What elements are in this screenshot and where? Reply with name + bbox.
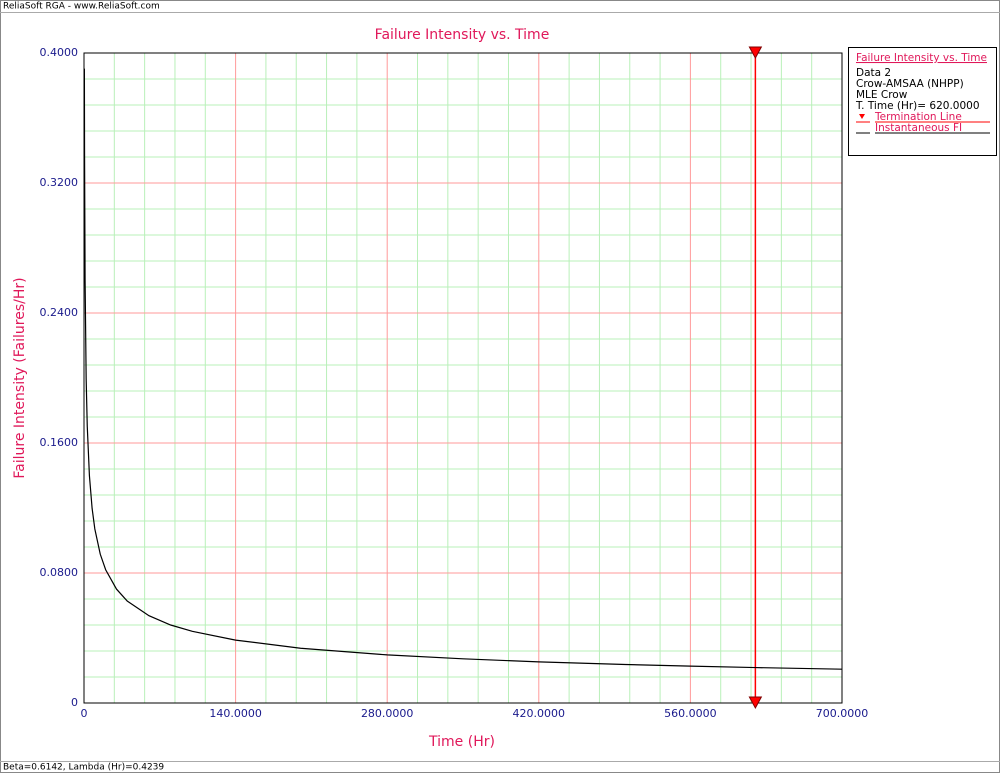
legend-note: MLE Crow [856,89,908,101]
series-line [83,68,843,670]
y-tick-label: 0.3200 [40,176,79,189]
y-axis-label: Failure Intensity (Failures/Hr) [12,277,28,478]
x-tick-label: 700.0000 [816,707,869,720]
legend-entry: Termination Line [874,111,962,123]
legend-title: Failure Intensity vs. Time [856,52,987,64]
plot-frame [83,52,843,704]
legend-note: T. Time (Hr)= 620.0000 [855,100,980,112]
legend-box [848,47,997,156]
x-tick-label: 560.0000 [664,707,717,720]
legend-symbol [859,114,865,119]
termination-marker [748,46,763,60]
legend-note: Data 2 [856,67,891,79]
y-tick-label: 0.2400 [40,306,79,319]
x-tick-label: 280.0000 [361,707,414,720]
x-tick-label: 420.0000 [513,707,566,720]
y-tick-label: 0.4000 [40,46,79,59]
y-tick-label: 0.0800 [40,566,79,579]
y-tick-label: 0.1600 [40,436,79,449]
status-bar: Beta=0.6142, Lambda (Hr)=0.4239 [3,763,164,773]
legend-entry: Instantaneous FI [875,122,962,134]
x-axis-label: Time (Hr) [428,734,495,750]
legend-note: Crow-AMSAA (NHPP) [856,78,964,90]
window-title: ReliaSoft RGA - www.ReliaSoft.com [3,2,160,12]
chart-title: Failure Intensity vs. Time [375,27,550,43]
x-tick-label: 0 [81,707,88,720]
x-tick-label: 140.0000 [209,707,262,720]
y-tick-label: 0 [71,696,78,709]
termination-marker [748,696,763,710]
